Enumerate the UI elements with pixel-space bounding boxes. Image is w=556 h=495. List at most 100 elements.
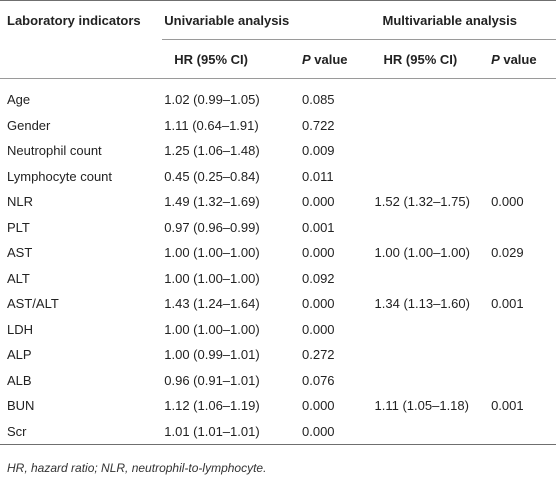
header-multi-p-rest: value: [499, 51, 537, 67]
table-row: Scr 1.01 (1.01–1.01) 0.000: [0, 418, 556, 445]
uni-hr-value: 0.96 (0.91–1.01): [164, 372, 260, 388]
header-empty-cell: [0, 40, 162, 79]
table-row: ALP 1.00 (0.99–1.01) 0.272: [0, 342, 556, 368]
table-row: Gender 1.11 (0.64–1.91) 0.722: [0, 113, 556, 139]
uni-p-value: 0.092: [302, 270, 335, 286]
uni-hr-value: 1.00 (1.00–1.00): [164, 321, 260, 337]
uni-p-value: 0.009: [302, 143, 335, 159]
multi-hr-value: [373, 113, 492, 139]
multi-hr-value: [372, 418, 492, 445]
header-uni-p: P value: [302, 40, 373, 79]
header-univariable-analysis: Univariable analysis: [162, 0, 373, 40]
header-multi-hr: HR (95% CI): [373, 40, 492, 79]
multi-hr-value: [373, 79, 492, 113]
uni-p-value: 0.000: [302, 321, 335, 337]
table-row: ALT 1.00 (1.00–1.00) 0.092: [0, 266, 556, 292]
indicator-name: BUN: [7, 398, 35, 414]
header-multi-p-italic: P: [491, 51, 500, 67]
indicator-name: ALB: [7, 372, 32, 388]
uni-p-value: 0.000: [302, 245, 335, 261]
uni-hr-value: 1.00 (1.00–1.00): [164, 245, 260, 261]
uni-hr-value: 1.25 (1.06–1.48): [164, 143, 260, 159]
uni-hr-value: 1.01 (1.01–1.01): [162, 418, 302, 445]
multi-p-value: [491, 79, 556, 113]
indicator-name: Gender: [7, 117, 51, 133]
header-row-subcolumns: HR (95% CI) P value HR (95% CI) P value: [0, 40, 556, 79]
multi-hr-value: 1.11 (1.05–1.18): [374, 398, 469, 414]
table-row: AST 1.00 (1.00–1.00) 0.000 1.00 (1.00–1.…: [0, 240, 556, 266]
table-row: LDH 1.00 (1.00–1.00) 0.000: [0, 317, 556, 343]
table-row: Neutrophil count 1.25 (1.06–1.48) 0.009: [0, 138, 556, 164]
header-multi-hr-label: HR (95% CI): [383, 51, 458, 67]
multi-p-value: [491, 138, 556, 164]
table-row: ALB 0.96 (0.91–1.01) 0.076: [0, 368, 556, 394]
multi-hr-value: 1.52 (1.32–1.75): [374, 194, 470, 210]
table-row: Lymphocyte count 0.45 (0.25–0.84) 0.011: [0, 164, 556, 190]
header-uni-hr: HR (95% CI): [162, 40, 302, 79]
table-row: BUN 1.12 (1.06–1.19) 0.000 1.11 (1.05–1.…: [0, 393, 556, 419]
uni-p-value: 0.076: [302, 372, 335, 388]
multi-p-value: [491, 266, 556, 292]
uni-p-value: 0.000: [302, 296, 335, 312]
multi-p-value: [491, 342, 556, 368]
uni-p-value: 0.085: [302, 92, 335, 108]
header-uni-p-italic: P: [302, 51, 311, 67]
indicator-name: AST: [7, 245, 33, 261]
table-body: Age 1.02 (0.99–1.05) 0.085 Gender 1.11 (…: [0, 79, 556, 445]
multi-p-value: [491, 368, 556, 394]
indicator-name: Neutrophil count: [7, 143, 102, 159]
uni-hr-value: 0.45 (0.25–0.84): [164, 168, 260, 184]
header-laboratory-indicators: Laboratory indicators: [7, 12, 141, 28]
indicator-name: LDH: [7, 321, 34, 337]
header-multivariable-label: Multivariable analysis: [382, 12, 517, 28]
indicator-name: ALT: [7, 270, 30, 286]
header-univariable-label: Univariable analysis: [164, 12, 290, 28]
table-row: AST/ALT 1.43 (1.24–1.64) 0.000 1.34 (1.1…: [0, 291, 556, 317]
multi-p-value: 0.000: [491, 194, 524, 210]
multi-hr-value: [373, 368, 492, 394]
multi-p-value: 0.029: [491, 245, 524, 261]
multi-hr-value: 1.34 (1.13–1.60): [374, 296, 470, 312]
multi-p-value: [491, 317, 556, 343]
indicator-name: PLT: [7, 219, 30, 235]
uni-hr-value: 1.12 (1.06–1.19): [164, 398, 260, 414]
table-row: Age 1.02 (0.99–1.05) 0.085: [0, 79, 556, 113]
uni-p-value: 0.001: [302, 219, 335, 235]
results-table: Laboratory indicators Univariable analys…: [0, 0, 556, 445]
table-row: NLR 1.49 (1.32–1.69) 0.000 1.52 (1.32–1.…: [0, 189, 556, 215]
multi-hr-value: [373, 266, 492, 292]
multi-p-value: 0.001: [491, 296, 524, 312]
uni-hr-value: 1.43 (1.24–1.64): [164, 296, 260, 312]
multi-hr-value: [373, 138, 492, 164]
multi-p-value: [491, 113, 556, 139]
uni-hr-value: 1.49 (1.32–1.69): [164, 194, 260, 210]
uni-hr-value: 1.00 (0.99–1.01): [164, 347, 260, 363]
multi-hr-value: [373, 164, 492, 190]
header-multivariable-analysis: Multivariable analysis: [372, 0, 556, 40]
multi-hr-value: [373, 317, 492, 343]
indicator-name: Age: [7, 92, 31, 108]
uni-hr-value: 0.97 (0.96–0.99): [164, 219, 260, 235]
uni-p-value: 0.000: [302, 194, 335, 210]
multi-p-value: 0.001: [491, 398, 524, 414]
indicator-name: Scr: [0, 418, 163, 445]
header-row-groups: Laboratory indicators Univariable analys…: [0, 0, 556, 40]
uni-p-value: 0.000: [302, 398, 335, 414]
header-multi-p: P value: [491, 40, 556, 79]
uni-hr-value: 1.11 (0.64–1.91): [164, 117, 259, 133]
indicator-name: AST/ALT: [7, 296, 59, 312]
uni-p-value: 0.011: [302, 168, 334, 184]
indicator-name: ALP: [7, 347, 32, 363]
uni-p-value: 0.000: [302, 418, 373, 445]
uni-p-value: 0.272: [302, 347, 335, 363]
multi-p-value: [491, 215, 556, 241]
uni-p-value: 0.722: [302, 117, 335, 133]
header-uni-hr-label: HR (95% CI): [174, 51, 248, 67]
multi-p-value: [491, 418, 556, 445]
multi-hr-value: [373, 342, 492, 368]
table-footnote: HR, hazard ratio; NLR, neutrophil-to-lym…: [7, 461, 267, 475]
table-row: PLT 0.97 (0.96–0.99) 0.001: [0, 215, 556, 241]
header-uni-p-rest: value: [310, 51, 348, 67]
multi-hr-value: 1.00 (1.00–1.00): [374, 245, 470, 261]
